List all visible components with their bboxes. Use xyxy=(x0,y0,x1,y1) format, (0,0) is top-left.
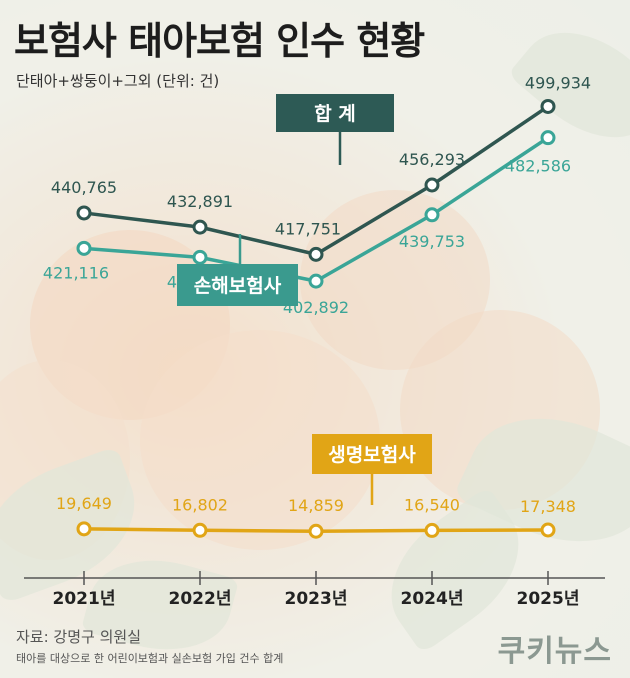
chart-title: 보험사 태아보험 인수 현황 xyxy=(14,19,425,63)
data-label: 16,540 xyxy=(404,495,460,514)
data-point xyxy=(192,219,208,235)
data-label: 402,892 xyxy=(283,298,349,317)
data-point xyxy=(76,205,92,221)
data-label: 14,859 xyxy=(288,496,344,515)
data-label: 432,891 xyxy=(167,192,233,211)
data-label: 421,116 xyxy=(43,263,109,282)
chart-subtitle: 단태아+쌍둥이+그외 (단위: 건) xyxy=(16,72,220,90)
x-tick-label: 2022년 xyxy=(169,589,232,609)
data-label: 16,802 xyxy=(172,495,228,514)
x-tick-label: 2025년 xyxy=(517,589,580,609)
data-label: 417,751 xyxy=(275,219,341,238)
data-label: 19,649 xyxy=(56,494,112,513)
data-label: 499,934 xyxy=(525,73,591,92)
data-point xyxy=(76,521,92,537)
data-point xyxy=(192,249,208,265)
source-credit: 자료: 강명구 의원실 xyxy=(16,628,141,646)
data-label: 440,765 xyxy=(51,178,117,197)
callout-life-box xyxy=(312,434,432,474)
data-label: 439,753 xyxy=(399,232,465,251)
callout-total-box xyxy=(276,94,394,132)
data-point xyxy=(540,522,556,538)
data-point xyxy=(540,98,556,114)
data-point xyxy=(424,207,440,223)
data-point xyxy=(424,522,440,538)
callout-nonlife-label: 손해보험사 xyxy=(194,275,282,297)
callout-life-label: 생명보험사 xyxy=(328,444,416,466)
data-point xyxy=(76,240,92,256)
data-point xyxy=(424,177,440,193)
data-point xyxy=(540,130,556,146)
data-point xyxy=(308,246,324,262)
brand-logo: 쿠키뉴스 xyxy=(497,634,612,669)
data-label: 17,348 xyxy=(520,497,576,516)
callout-total-label: 합 계 xyxy=(314,103,356,125)
data-label: 456,293 xyxy=(399,150,465,169)
x-tick-label: 2021년 xyxy=(53,589,116,609)
callout-nonlife-box xyxy=(177,264,298,306)
data-label: 482,586 xyxy=(505,157,571,176)
data-point xyxy=(308,273,324,289)
data-point xyxy=(192,522,208,538)
data-point xyxy=(308,523,324,539)
x-tick-label: 2024년 xyxy=(401,589,464,609)
x-tick-label: 2023년 xyxy=(285,589,348,609)
footnote: 태아를 대상으로 한 어린이보험과 실손보험 가입 건수 합계 xyxy=(16,652,284,665)
